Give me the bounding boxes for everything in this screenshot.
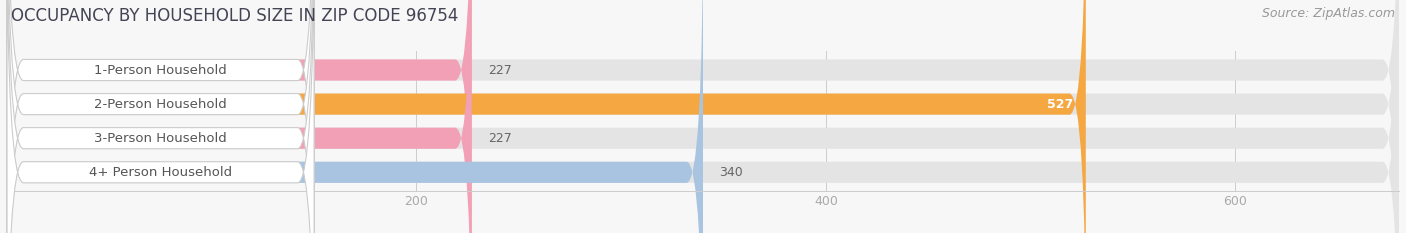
FancyBboxPatch shape bbox=[7, 0, 1399, 233]
FancyBboxPatch shape bbox=[7, 0, 1399, 233]
Text: 3-Person Household: 3-Person Household bbox=[94, 132, 226, 145]
Text: Source: ZipAtlas.com: Source: ZipAtlas.com bbox=[1261, 7, 1395, 20]
Text: 2-Person Household: 2-Person Household bbox=[94, 98, 226, 111]
Text: 227: 227 bbox=[488, 132, 512, 145]
Text: 340: 340 bbox=[720, 166, 744, 179]
Text: 527: 527 bbox=[1047, 98, 1074, 111]
FancyBboxPatch shape bbox=[7, 0, 314, 233]
Text: OCCUPANCY BY HOUSEHOLD SIZE IN ZIP CODE 96754: OCCUPANCY BY HOUSEHOLD SIZE IN ZIP CODE … bbox=[11, 7, 458, 25]
FancyBboxPatch shape bbox=[7, 0, 471, 233]
FancyBboxPatch shape bbox=[7, 0, 314, 233]
FancyBboxPatch shape bbox=[7, 0, 703, 233]
FancyBboxPatch shape bbox=[7, 0, 1399, 233]
FancyBboxPatch shape bbox=[7, 0, 314, 233]
Text: 1-Person Household: 1-Person Household bbox=[94, 64, 226, 76]
FancyBboxPatch shape bbox=[7, 0, 314, 233]
FancyBboxPatch shape bbox=[7, 0, 471, 233]
FancyBboxPatch shape bbox=[7, 0, 1085, 233]
FancyBboxPatch shape bbox=[7, 0, 1399, 233]
Text: 4+ Person Household: 4+ Person Household bbox=[89, 166, 232, 179]
Text: 227: 227 bbox=[488, 64, 512, 76]
